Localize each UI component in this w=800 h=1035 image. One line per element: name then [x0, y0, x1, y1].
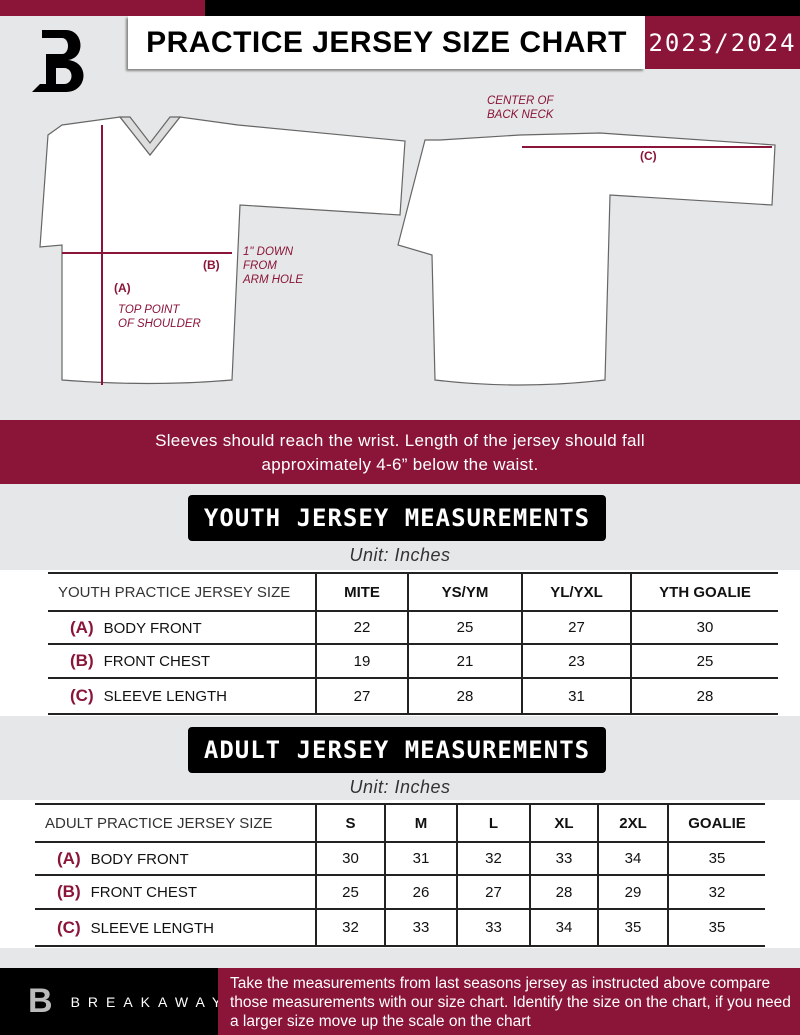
- table-cell: 30: [315, 842, 385, 876]
- top-accent-bar: [0, 0, 205, 16]
- measure-name: BODY FRONT: [103, 619, 202, 637]
- column-header: L: [456, 803, 530, 843]
- jersey-diagram: [39, 116, 776, 386]
- measure-letter: (A): [57, 848, 81, 868]
- table-cell: 35: [667, 842, 765, 876]
- table-row: (A) BODY FRONT 30 31 32 33 34 35: [35, 842, 765, 876]
- column-header: YL/YXL: [521, 572, 631, 612]
- table-cell: 26: [384, 875, 457, 910]
- table-cell: 32: [667, 875, 765, 910]
- table-cell: 27: [456, 875, 530, 910]
- adult-section-title: ADULT JERSEY MEASUREMENTS: [188, 727, 606, 773]
- back-jersey-outline: [397, 132, 776, 386]
- footer-logo: B: [28, 982, 53, 1020]
- table-cell: 33: [456, 909, 530, 947]
- table-cell: 22: [315, 611, 408, 645]
- measure-name: FRONT CHEST: [90, 884, 198, 901]
- breakaway-logo: [32, 30, 84, 92]
- table-cell: 32: [456, 842, 530, 876]
- measure-letter: (B): [57, 882, 81, 901]
- youth-size-table: YOUTH PRACTICE JERSEY SIZE MITE YS/YM YL/YX…: [48, 572, 778, 715]
- row-label: (B) FRONT CHEST: [35, 875, 316, 910]
- front-jersey-outline: [39, 116, 406, 385]
- label-c: (C): [640, 149, 657, 163]
- column-header: 2XL: [597, 803, 668, 843]
- measure-letter: (B): [70, 651, 94, 670]
- table-cell: 28: [630, 678, 778, 715]
- table-cell: 35: [597, 909, 668, 947]
- label-b: (B): [203, 258, 220, 272]
- table-cell: 29: [597, 875, 668, 910]
- measure-letter: (C): [70, 686, 94, 705]
- column-header: XL: [529, 803, 598, 843]
- table-cell: 28: [529, 875, 598, 910]
- table-cell: 27: [315, 678, 408, 715]
- row-label: (A) BODY FRONT: [48, 611, 316, 645]
- table-row: (B) FRONT CHEST 19 21 23 25: [48, 644, 778, 679]
- table-cell: 32: [315, 909, 385, 947]
- measure-letter: (C): [57, 917, 81, 937]
- table-cell: 23: [521, 644, 631, 679]
- adult-unit: Unit: Inches: [349, 777, 451, 797]
- table-cell: 33: [384, 909, 457, 947]
- row-label: (A) BODY FRONT: [35, 842, 316, 876]
- table-cell: 27: [521, 611, 631, 645]
- instruction-band: Sleeves should reach the wrist. Length o…: [0, 420, 800, 484]
- measure-name: BODY FRONT: [90, 850, 189, 868]
- footer-brand: B BREAKAWAY: [0, 968, 221, 1035]
- table-cell: 35: [667, 909, 765, 947]
- table-cell: 34: [529, 909, 598, 947]
- measure-letter: (A): [70, 617, 94, 637]
- brand-name: BREAKAWAY: [70, 993, 230, 1010]
- column-header: M: [384, 803, 457, 843]
- youth-unit: Unit: Inches: [349, 545, 451, 565]
- page-title: PRACTICE JERSEY SIZE CHART: [128, 16, 645, 69]
- table-cell: 25: [407, 611, 522, 645]
- table-cell: 28: [407, 678, 522, 715]
- table-cell: 30: [630, 611, 778, 645]
- column-header: MITE: [315, 572, 408, 612]
- label-a: (A): [114, 281, 131, 295]
- top-black-bar: [205, 0, 800, 16]
- row-label: (C) SLEEVE LENGTH: [35, 909, 316, 947]
- table-cell: 31: [521, 678, 631, 715]
- column-header: S: [315, 803, 385, 843]
- back-neck-note: CENTER OF BACK NECK: [487, 95, 554, 121]
- column-header: YS/YM: [407, 572, 522, 612]
- table-cell: 34: [597, 842, 668, 876]
- table-row: (C) SLEEVE LENGTH 27 28 31 28: [48, 678, 778, 715]
- table-row: (B) FRONT CHEST 25 26 27 28 29 32: [35, 875, 765, 910]
- row-label: (B) FRONT CHEST: [48, 644, 316, 679]
- column-header: YOUTH PRACTICE JERSEY SIZE: [48, 572, 316, 612]
- top-point-note: TOP POINT OF SHOULDER: [118, 304, 201, 330]
- column-header: ADULT PRACTICE JERSEY SIZE: [35, 803, 316, 843]
- measure-name: SLEEVE LENGTH: [90, 919, 214, 937]
- instruction-text: Sleeves should reach the wrist. Length o…: [155, 431, 645, 474]
- table-row: (A) BODY FRONT 22 25 27 30: [48, 611, 778, 645]
- row-label: (C) SLEEVE LENGTH: [48, 678, 316, 715]
- table-cell: 25: [630, 644, 778, 679]
- measurement-lines: [62, 125, 772, 385]
- measure-name: SLEEVE LENGTH: [103, 688, 227, 705]
- arm-hole-note: 1" DOWN FROM ARM HOLE: [243, 246, 304, 286]
- column-header: YTH GOALIE: [630, 572, 778, 612]
- table-cell: 25: [315, 875, 385, 910]
- footer-note: Take the measurements from last seasons …: [218, 968, 800, 1035]
- youth-section-title: YOUTH JERSEY MEASUREMENTS: [188, 495, 606, 541]
- measure-name: FRONT CHEST: [103, 653, 211, 670]
- season-badge: 2023/2024: [645, 16, 800, 69]
- adult-size-table: ADULT PRACTICE JERSEY SIZE S M L XL 2XL GOALIE…: [35, 803, 765, 947]
- table-cell: 19: [315, 644, 408, 679]
- table-cell: 21: [407, 644, 522, 679]
- column-header: GOALIE: [667, 803, 765, 843]
- table-row: (C) SLEEVE LENGTH 32 33 33 34 35 35: [35, 909, 765, 947]
- table-cell: 31: [384, 842, 457, 876]
- table-cell: 33: [529, 842, 598, 876]
